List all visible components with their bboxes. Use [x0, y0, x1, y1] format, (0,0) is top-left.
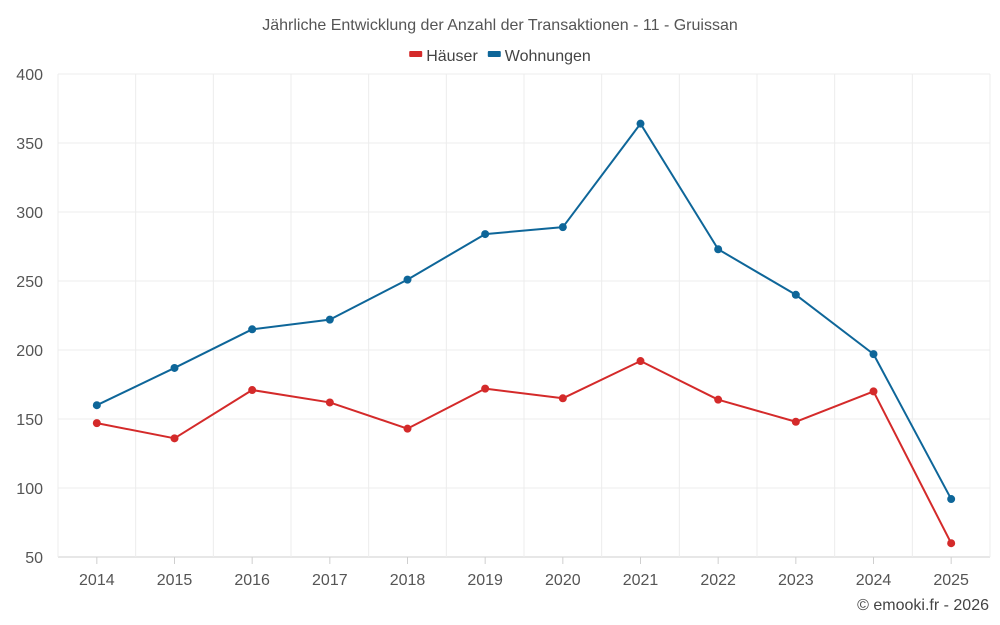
data-point-wohnungen-2017: [325, 315, 334, 324]
data-point-haeuser-2024: [869, 387, 878, 396]
data-point-haeuser-2019: [481, 384, 490, 393]
legend-label-wohnungen: Wohnungen: [505, 48, 591, 65]
data-point-wohnungen-2021: [636, 119, 645, 128]
x-tick-label: 2025: [933, 572, 969, 589]
data-point-wohnungen-2020: [558, 223, 567, 232]
credit-text: © emooki.fr - 2026: [857, 597, 989, 614]
data-point-wohnungen-2018: [403, 275, 412, 284]
legend-swatch-wohnungen: [487, 51, 501, 57]
x-tick-label: 2024: [856, 572, 892, 589]
y-tick-label: 400: [16, 67, 43, 84]
x-tick-label: 2015: [157, 572, 193, 589]
y-tick-label: 250: [16, 274, 43, 291]
legend-item-haeuser: Häuser: [409, 48, 478, 65]
series-line-wohnungen: [96, 122, 953, 500]
x-tick-label: 2019: [467, 572, 503, 589]
x-tick-label: 2018: [390, 572, 426, 589]
x-tick-label: 2016: [234, 572, 270, 589]
data-point-haeuser-2016: [248, 386, 257, 395]
data-point-haeuser-2014: [92, 419, 101, 428]
x-tick-label: 2014: [79, 572, 115, 589]
x-axis: 2014 2015 2016 2017 2018 2019 2020 2021 2022 2023…: [79, 557, 969, 589]
data-point-haeuser-2025: [947, 539, 956, 548]
data-point-wohnungen-2019: [481, 230, 490, 239]
grid: [57, 73, 991, 558]
legend-swatch-haeuser: [409, 51, 423, 57]
chart-title: Jährliche Entwicklung der Anzahl der Tra…: [262, 17, 738, 34]
y-tick-label: 200: [16, 343, 43, 360]
data-point-wohnungen-2016: [248, 325, 257, 334]
x-tick-label: 2023: [778, 572, 814, 589]
data-point-haeuser-2023: [791, 417, 800, 426]
y-tick-label: 50: [25, 550, 43, 567]
data-point-haeuser-2022: [714, 395, 723, 404]
x-tick-label: 2022: [700, 572, 736, 589]
y-tick-label: 350: [16, 136, 43, 153]
data-point-wohnungen-2024: [869, 350, 878, 359]
x-tick-label: 2021: [623, 572, 659, 589]
legend-label-haeuser: Häuser: [426, 48, 478, 65]
series-line-haeuser: [96, 360, 953, 544]
data-point-haeuser-2018: [403, 424, 412, 433]
legend-item-wohnungen: Wohnungen: [487, 48, 591, 65]
y-tick-label: 100: [16, 481, 43, 498]
y-tick-label: 300: [16, 205, 43, 222]
data-point-wohnungen-2023: [791, 290, 800, 299]
data-point-wohnungen-2022: [714, 245, 723, 254]
data-point-haeuser-2017: [325, 398, 334, 407]
data-point-haeuser-2021: [636, 357, 645, 366]
data-point-haeuser-2015: [170, 434, 179, 443]
x-tick-label: 2020: [545, 572, 581, 589]
data-point-wohnungen-2025: [947, 495, 956, 504]
y-axis: 50 100 150 200 250 300 350 400: [16, 67, 43, 567]
data-point-haeuser-2020: [558, 394, 567, 403]
x-tick-label: 2017: [312, 572, 348, 589]
data-point-wohnungen-2014: [92, 401, 101, 410]
data-point-wohnungen-2015: [170, 363, 179, 372]
series-layer: [92, 119, 956, 548]
legend: Häuser Wohnungen: [409, 48, 591, 65]
y-tick-label: 150: [16, 412, 43, 429]
